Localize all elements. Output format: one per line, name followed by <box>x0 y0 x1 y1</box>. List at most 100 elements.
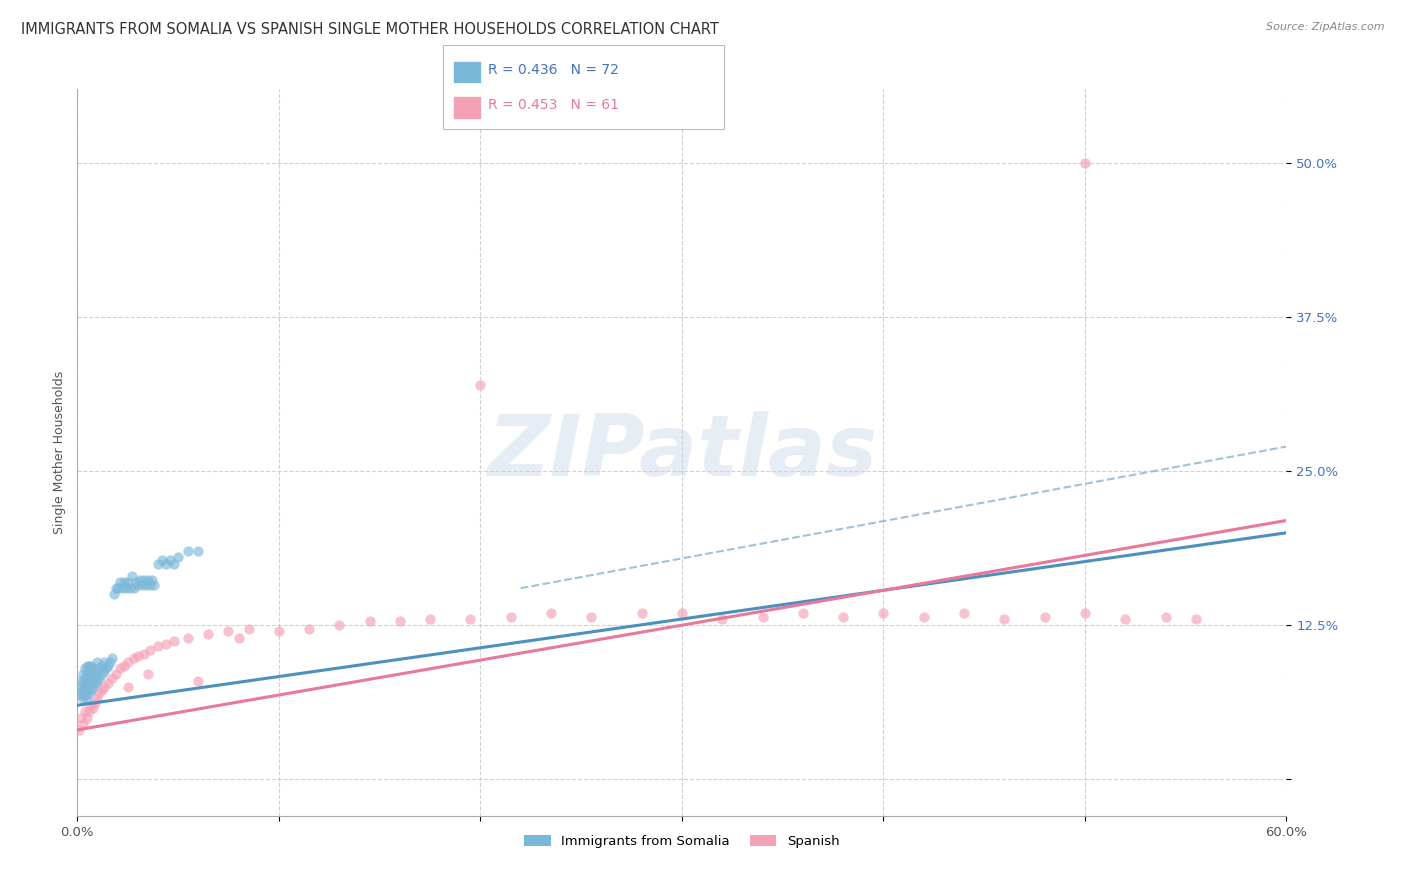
Point <box>80 676 103 690</box>
Point <box>75 680 97 694</box>
Point <box>228 631 250 645</box>
Point <box>86 664 108 678</box>
Point <box>104 581 127 595</box>
Point <box>100 651 122 665</box>
Point <box>135 577 157 591</box>
Point <box>832 609 855 624</box>
Point <box>72 692 94 706</box>
Point <box>499 609 522 624</box>
Point <box>581 609 603 624</box>
Point <box>132 647 155 661</box>
Point <box>84 696 107 710</box>
Point <box>84 676 107 690</box>
Point <box>96 676 118 690</box>
Point <box>86 692 108 706</box>
Point <box>70 710 93 724</box>
Point <box>72 676 94 690</box>
Point <box>630 606 652 620</box>
Point <box>328 618 350 632</box>
Point <box>76 667 98 681</box>
Point <box>1074 156 1097 170</box>
Point <box>872 606 894 620</box>
Text: R = 0.453   N = 61: R = 0.453 N = 61 <box>488 98 619 112</box>
Point <box>146 639 169 653</box>
Point <box>96 658 118 673</box>
Point <box>70 680 93 694</box>
Point <box>150 553 173 567</box>
Point <box>76 658 98 673</box>
Point <box>139 577 162 591</box>
Point <box>419 612 441 626</box>
Point <box>90 658 112 673</box>
Point <box>79 676 101 690</box>
Point <box>112 658 135 673</box>
Point <box>118 581 141 595</box>
Point <box>67 723 90 737</box>
Point <box>72 716 94 731</box>
Point <box>136 667 159 681</box>
Point <box>89 661 111 675</box>
Point <box>155 637 177 651</box>
Point <box>139 643 162 657</box>
Point <box>117 680 139 694</box>
Point <box>98 655 121 669</box>
Point <box>72 667 94 681</box>
Point <box>1074 606 1097 620</box>
Point <box>75 671 97 685</box>
Point <box>267 624 290 639</box>
Point <box>93 655 115 669</box>
Point <box>141 573 163 587</box>
Point <box>70 689 93 703</box>
Point <box>103 587 125 601</box>
Point <box>136 573 159 587</box>
Point <box>112 575 135 590</box>
Point <box>167 550 190 565</box>
Point <box>359 615 381 629</box>
Point <box>70 673 93 688</box>
Point <box>218 624 240 639</box>
Point <box>163 634 186 648</box>
Point <box>89 686 111 700</box>
Point <box>108 575 131 590</box>
Point <box>122 651 145 665</box>
Point <box>86 655 108 669</box>
Point <box>76 710 98 724</box>
Point <box>1114 612 1136 626</box>
Point <box>82 671 104 685</box>
Y-axis label: Single Mother Households: Single Mother Households <box>53 371 66 534</box>
Text: IMMIGRANTS FROM SOMALIA VS SPANISH SINGLE MOTHER HOUSEHOLDS CORRELATION CHART: IMMIGRANTS FROM SOMALIA VS SPANISH SINGL… <box>21 22 718 37</box>
Point <box>82 700 104 714</box>
Point <box>107 581 129 595</box>
Point <box>76 683 98 698</box>
Point <box>79 667 101 681</box>
Point <box>238 622 260 636</box>
Point <box>132 573 155 587</box>
Point <box>80 698 103 713</box>
Text: Source: ZipAtlas.com: Source: ZipAtlas.com <box>1267 22 1385 32</box>
Point <box>86 673 108 688</box>
Point <box>82 661 104 675</box>
Point <box>75 705 97 719</box>
Point <box>75 661 97 675</box>
Point <box>111 581 134 595</box>
Point <box>1185 612 1208 626</box>
Point <box>90 667 112 681</box>
Point <box>79 705 101 719</box>
Point <box>177 544 200 558</box>
Point <box>117 575 139 590</box>
Point <box>121 569 143 583</box>
Point <box>177 631 200 645</box>
Point <box>117 655 139 669</box>
Point <box>155 557 177 571</box>
Point <box>93 664 115 678</box>
Point <box>458 612 481 626</box>
Point <box>76 692 98 706</box>
Point <box>388 615 411 629</box>
Point <box>792 606 814 620</box>
Point <box>82 680 104 694</box>
Point <box>94 661 117 675</box>
Point <box>187 544 209 558</box>
Point <box>671 606 693 620</box>
Point <box>108 661 131 675</box>
Point <box>159 553 181 567</box>
